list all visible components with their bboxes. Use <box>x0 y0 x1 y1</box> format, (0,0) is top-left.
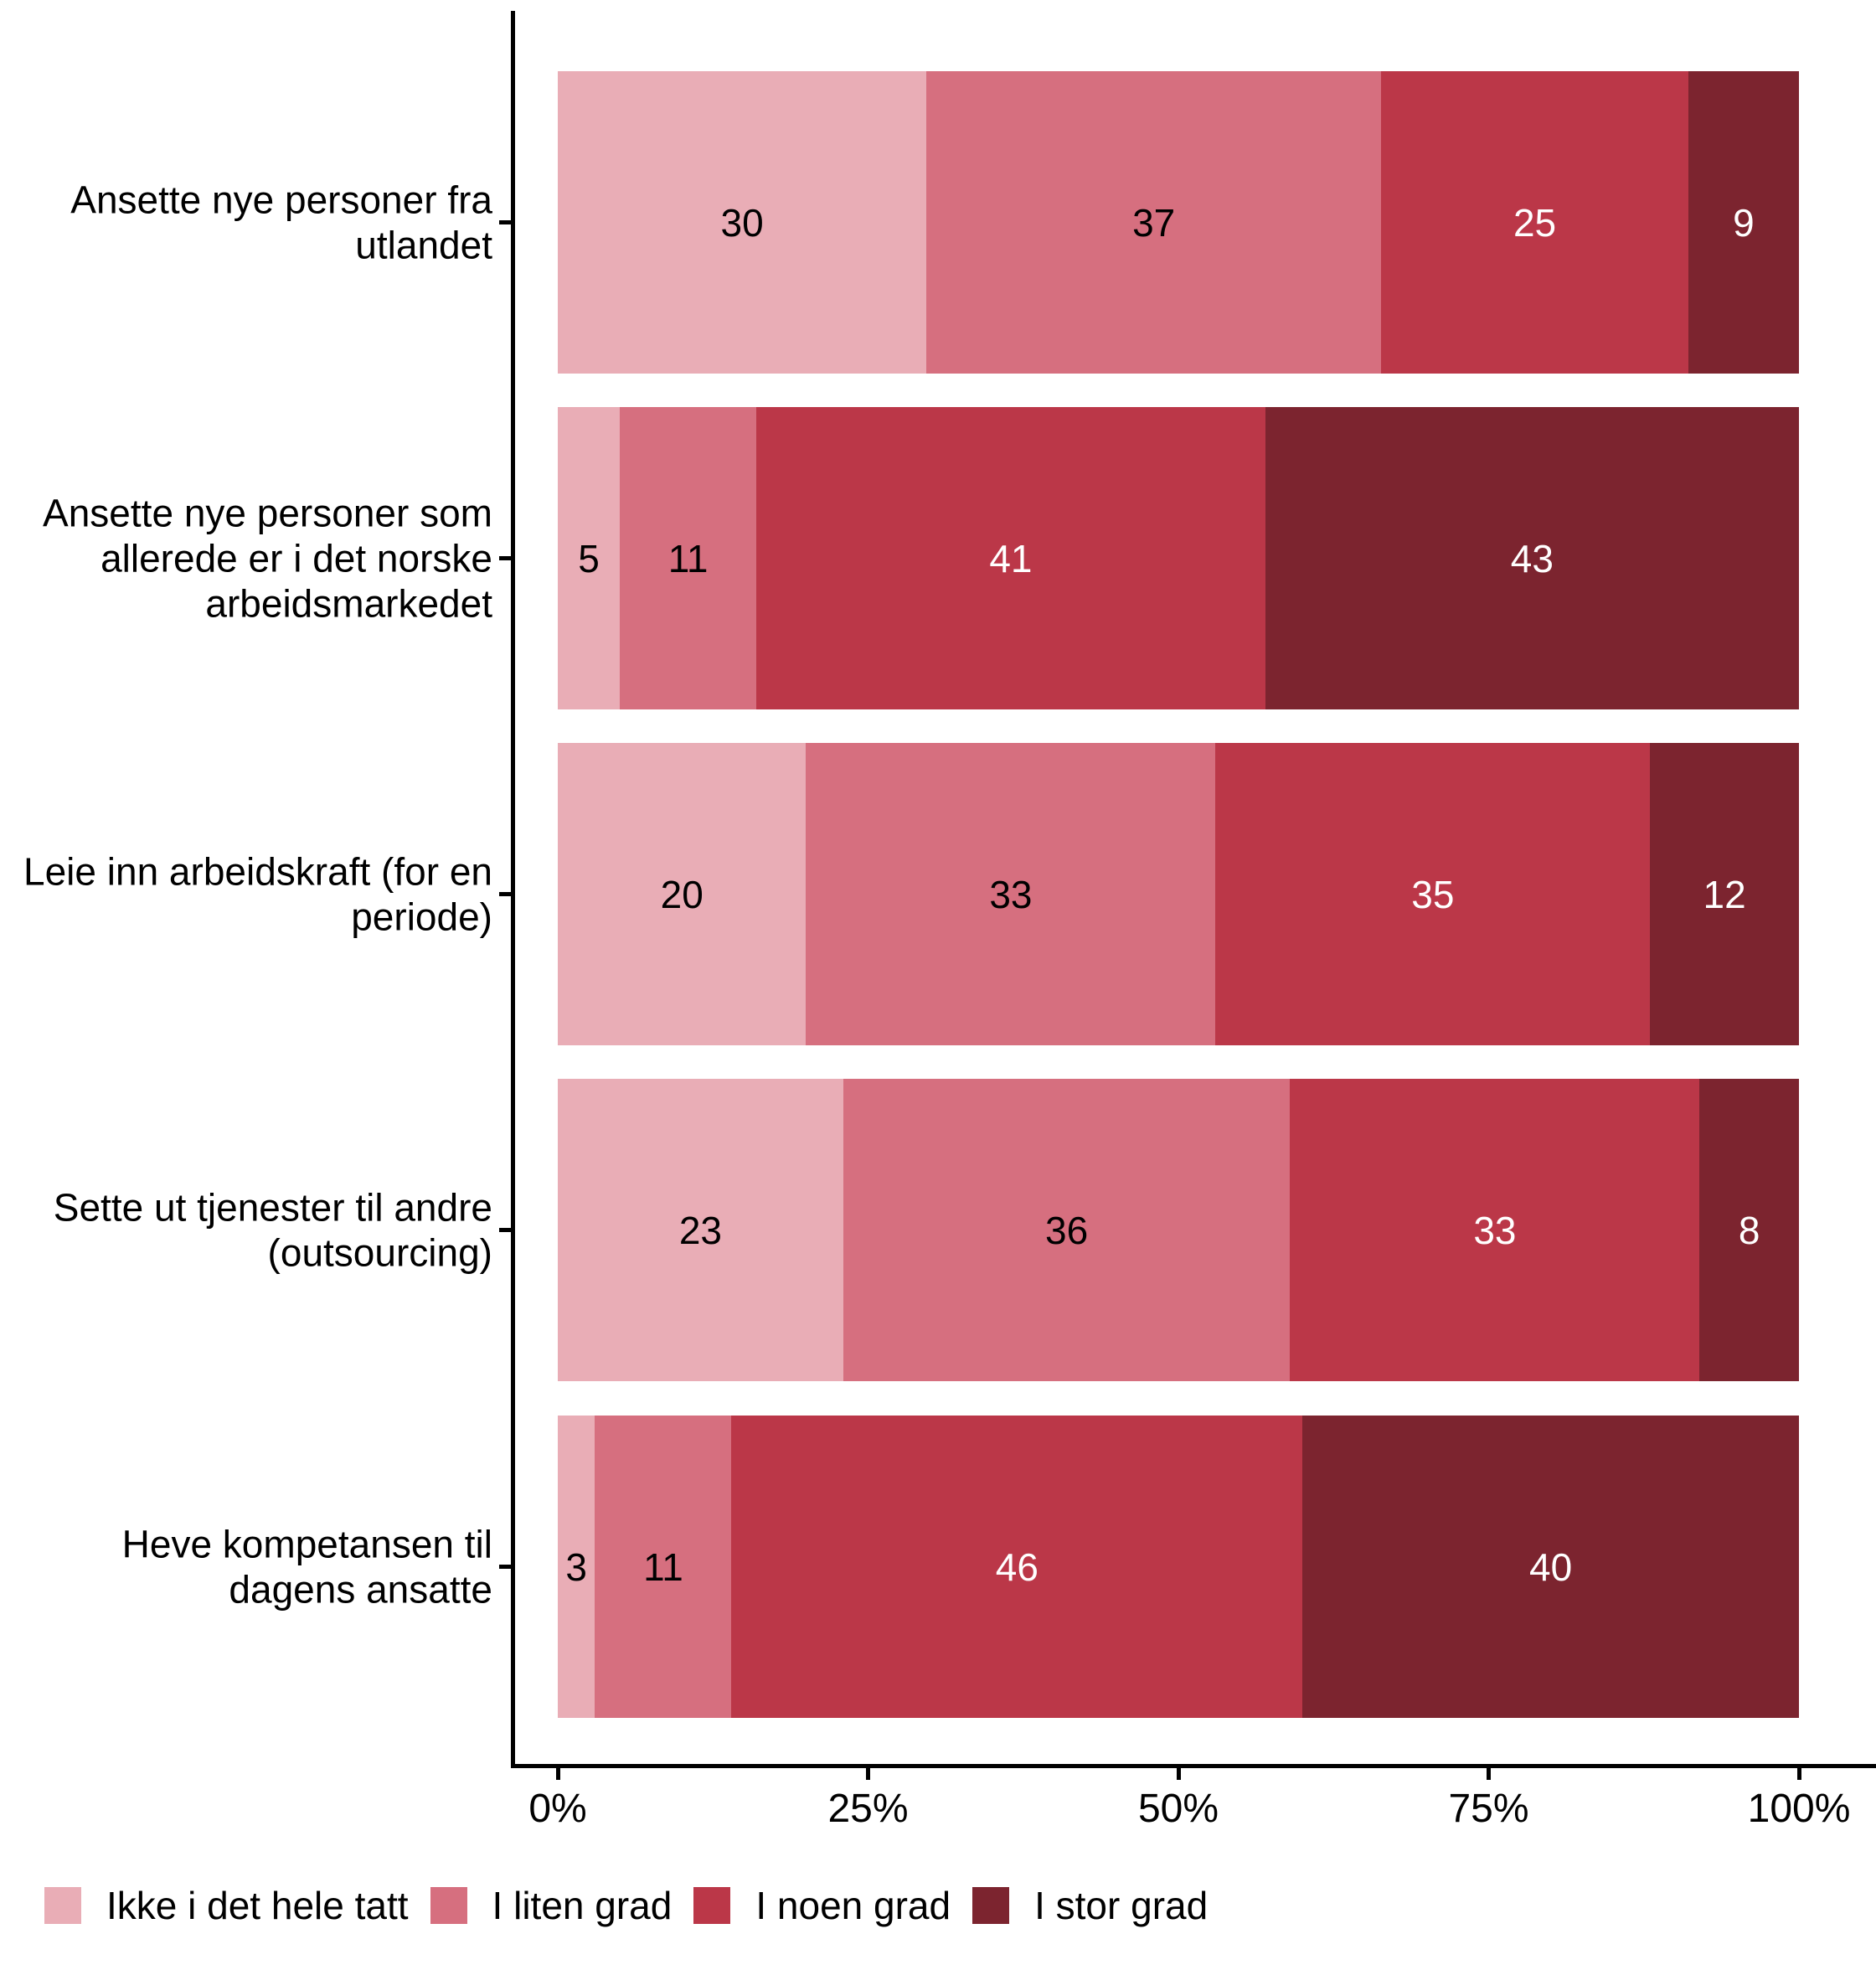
bar-row: 23 36 33 8 <box>558 1079 1799 1381</box>
legend-label: I liten grad <box>492 1884 673 1927</box>
bar-row: 5 11 41 43 <box>558 407 1799 709</box>
y-axis-line <box>511 11 515 1768</box>
x-axis-tick <box>866 1768 870 1780</box>
bar-segment: 33 <box>1290 1079 1700 1381</box>
legend-swatch <box>693 1887 731 1924</box>
legend-item: I liten grad <box>430 1884 673 1927</box>
legend-swatch <box>972 1887 1010 1924</box>
legend: Ikke i det hele tatt I liten grad I noen g… <box>44 1886 1229 1925</box>
bar-value-label: 20 <box>660 872 704 916</box>
category-label: Heve kompetansen til dagens ansatte <box>121 1522 492 1612</box>
x-axis-tick <box>555 1768 560 1780</box>
legend-item: I stor grad <box>972 1886 1208 1925</box>
bar-value-label: 36 <box>1045 1208 1089 1252</box>
bar-value-label: 43 <box>1510 536 1554 580</box>
bar-segment: 33 <box>806 743 1216 1045</box>
bar-value-label: 23 <box>678 1208 723 1252</box>
x-tick-label: 0% <box>528 1787 587 1831</box>
x-axis-line <box>511 1764 1876 1768</box>
bar-segment: 46 <box>731 1416 1303 1718</box>
legend-item: I noen grad <box>693 1886 951 1925</box>
legend-label: Ikke i det hele tatt <box>106 1884 409 1927</box>
bar-segment: 5 <box>558 407 621 709</box>
category-label: Leie inn arbeidskraft (for en periode) <box>23 849 492 939</box>
y-axis-tick <box>499 556 511 560</box>
x-axis-tick <box>1176 1768 1181 1780</box>
bar-value-label: 33 <box>989 872 1033 916</box>
bar-value-label: 33 <box>1473 1208 1517 1252</box>
category-label: Ansette nye personer fra utlandet <box>70 178 492 267</box>
x-tick-label: 100% <box>1747 1787 1851 1831</box>
bar-segment: 36 <box>843 1079 1291 1381</box>
bar-value-label: 11 <box>667 536 709 580</box>
bar-segment: 25 <box>1381 71 1688 374</box>
bar-segment: 9 <box>1688 71 1799 374</box>
bar-segment: 8 <box>1699 1079 1799 1381</box>
bar-segment: 3 <box>558 1416 595 1718</box>
bar-segment: 37 <box>926 71 1382 374</box>
bar-segment: 11 <box>620 407 757 709</box>
bar-value-label: 9 <box>1733 200 1755 245</box>
bar-segment: 35 <box>1215 743 1651 1045</box>
bar-value-label: 35 <box>1411 872 1455 916</box>
bar-value-label: 8 <box>1738 1208 1760 1252</box>
x-tick-label: 25% <box>827 1787 909 1831</box>
bar-segment: 11 <box>595 1416 732 1718</box>
y-axis-tick <box>499 1228 511 1232</box>
category-label: Sette ut tjenester til andre (outsourcin… <box>53 1185 492 1275</box>
bar-segment: 20 <box>558 743 807 1045</box>
bar-segment: 12 <box>1650 743 1800 1045</box>
category-label: Ansette nye personer som allerede er i d… <box>43 491 492 626</box>
bar-value-label: 5 <box>578 536 600 580</box>
x-tick-label: 75% <box>1448 1787 1529 1831</box>
bar-value-label: 12 <box>1703 872 1746 916</box>
x-axis-tick <box>1487 1768 1491 1780</box>
bar-value-label: 11 <box>643 1545 683 1589</box>
bar-row: 20 33 35 12 <box>558 743 1800 1045</box>
bar-segment: 40 <box>1302 1416 1799 1718</box>
bar-value-label: 41 <box>989 536 1033 580</box>
bar-value-label: 46 <box>995 1545 1038 1589</box>
y-axis-tick <box>499 220 511 224</box>
bar-segment: 41 <box>756 407 1265 709</box>
bar-segment: 43 <box>1265 407 1799 709</box>
legend-label: I stor grad <box>1034 1884 1209 1927</box>
legend-swatch <box>44 1887 81 1924</box>
bar-value-label: 37 <box>1132 200 1176 245</box>
bar-value-label: 25 <box>1513 200 1557 245</box>
legend-item: Ikke i det hele tatt <box>44 1886 409 1925</box>
y-axis-tick <box>499 1565 511 1569</box>
legend-label: I noen grad <box>755 1884 951 1927</box>
bar-row: 3 11 46 40 <box>558 1416 1799 1718</box>
x-axis-tick <box>1796 1768 1801 1780</box>
legend-swatch <box>430 1887 467 1924</box>
bar-value-label: 30 <box>720 200 764 245</box>
bar-row: 30 37 25 9 <box>558 71 1799 374</box>
bar-value-label: 3 <box>565 1545 588 1589</box>
bar-value-label: 40 <box>1529 1545 1573 1589</box>
y-axis-tick <box>499 892 511 896</box>
x-tick-label: 50% <box>1137 1787 1219 1831</box>
bar-segment: 30 <box>558 71 927 374</box>
bar-segment: 23 <box>558 1079 843 1381</box>
